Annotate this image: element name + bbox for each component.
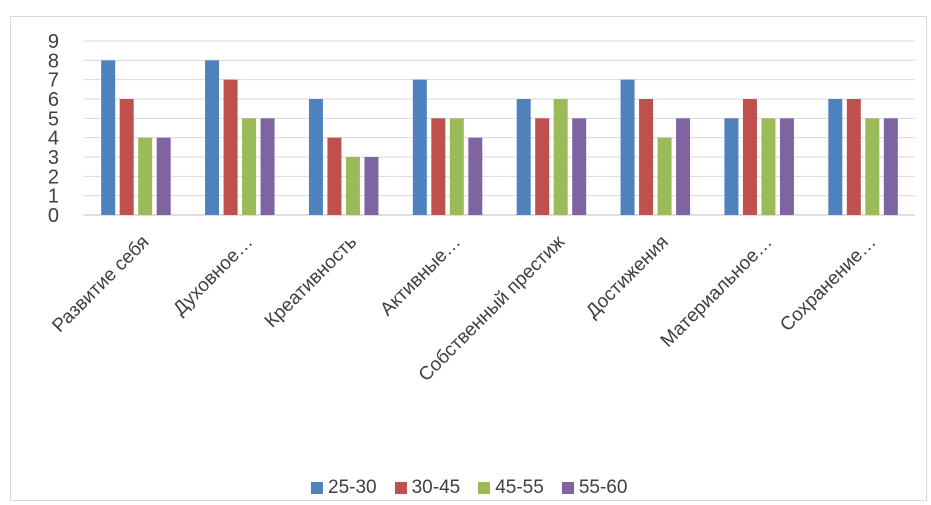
- bar: [676, 118, 691, 215]
- bar: [364, 157, 379, 215]
- y-tick-label: 7: [48, 70, 59, 92]
- bar: [205, 60, 220, 216]
- bar: [779, 118, 794, 215]
- bar: [620, 79, 635, 215]
- y-tick-label: 3: [48, 147, 59, 169]
- x-tick-label: Креативность: [261, 232, 361, 332]
- x-tick-label: Материальное…: [657, 232, 777, 352]
- bar: [761, 118, 776, 215]
- y-tick-label: 9: [48, 31, 59, 53]
- bar: [846, 99, 861, 215]
- bar: [657, 137, 672, 215]
- bar: [242, 118, 257, 215]
- x-tick-label: Развитие себя: [48, 232, 153, 337]
- bar: [345, 157, 360, 215]
- bar: [101, 60, 116, 216]
- bar: [742, 99, 757, 215]
- bar: [883, 118, 898, 215]
- bar: [724, 118, 739, 215]
- legend-swatch-45-55: [478, 482, 491, 494]
- legend: 25-30 30-45 45-55 55-60: [311, 477, 627, 499]
- legend-swatch-55-60: [561, 482, 574, 494]
- y-tick-label: 6: [48, 89, 59, 111]
- bar: [553, 99, 568, 215]
- bar: [156, 137, 171, 215]
- x-tick-label: Сохранение…: [776, 232, 880, 336]
- y-tick-label: 8: [48, 50, 59, 72]
- bar: [138, 137, 153, 215]
- legend-item-25-30: 25-30: [311, 477, 377, 499]
- bar: [449, 118, 464, 215]
- bar: [865, 118, 880, 215]
- bar: [828, 99, 843, 215]
- chart-area: 0 1 2 3 4 5 6 7 8 9 Развитие себя Духовное… Креативн…: [10, 16, 927, 501]
- bar: [639, 99, 654, 215]
- bar: [119, 99, 134, 215]
- y-tick-label: 0: [48, 205, 59, 227]
- y-tick-label: 5: [48, 108, 59, 130]
- legend-label-55-60: 55-60: [578, 477, 628, 498]
- legend-item-45-55: 45-55: [478, 477, 544, 499]
- legend-label-45-55: 45-55: [495, 477, 544, 498]
- legend-item-55-60: 55-60: [561, 477, 628, 499]
- bar: [516, 99, 531, 215]
- legend-label-25-30: 25-30: [328, 477, 377, 498]
- legend-label-30-45: 30-45: [411, 477, 461, 498]
- bar: [260, 118, 275, 215]
- legend-swatch-30-45: [394, 482, 407, 494]
- legend-swatch-25-30: [311, 482, 323, 494]
- bar: [572, 118, 587, 215]
- y-tick-label: 4: [48, 128, 59, 150]
- bar: [468, 137, 483, 215]
- bar: [412, 79, 427, 215]
- x-tick-label: Достижения: [582, 232, 673, 323]
- bar: [308, 99, 323, 215]
- bar: [327, 137, 342, 215]
- y-tick-label: 1: [48, 186, 59, 208]
- y-tick-label: 2: [48, 166, 59, 188]
- bar: [431, 118, 446, 215]
- bar: [535, 118, 550, 215]
- bar: [223, 79, 238, 215]
- x-tick-label: Духовное…: [169, 232, 257, 320]
- legend-item-30-45: 30-45: [394, 477, 461, 499]
- x-tick-label: Активные…: [376, 232, 465, 321]
